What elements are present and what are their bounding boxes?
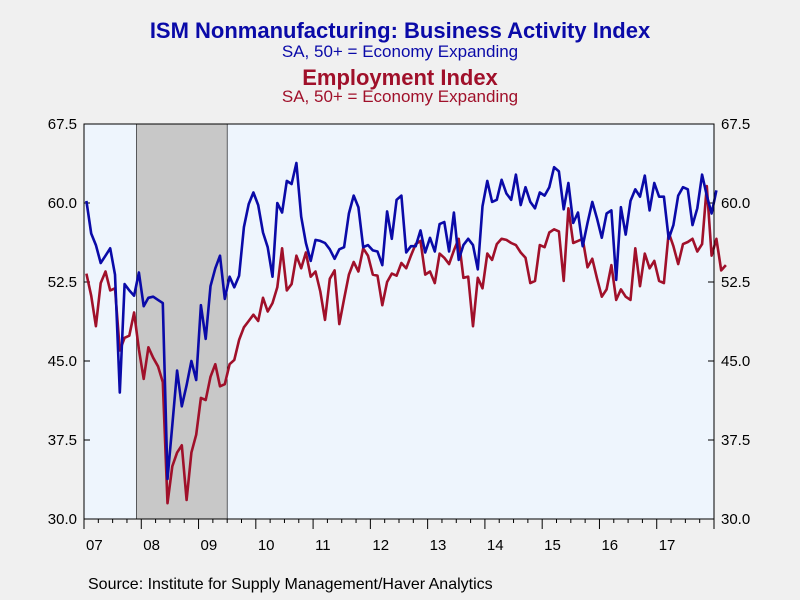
y-tick-label-right: 52.5 <box>721 274 750 291</box>
y-tick-label-left: 67.5 <box>48 116 77 133</box>
x-tick-label: 11 <box>315 537 331 554</box>
y-tick-label-left: 60.0 <box>48 195 77 212</box>
x-tick-label: 16 <box>601 537 618 554</box>
y-tick-label-right: 45.0 <box>721 353 750 370</box>
chart-title-secondary: Employment Index <box>302 65 498 90</box>
plot-border <box>83 123 715 520</box>
y-tick-label-left: 45.0 <box>48 353 77 370</box>
x-tick-label: 17 <box>659 537 676 554</box>
x-tick-label: 09 <box>201 537 218 554</box>
y-tick-label-left: 37.5 <box>48 432 77 449</box>
y-tick-label-right: 67.5 <box>721 116 750 133</box>
chart-subtitle: SA, 50+ = Economy Expanding <box>281 42 519 61</box>
activity-index-line <box>85 161 718 481</box>
y-axis: 30.0 30.0 37.5 37.5 45.0 45.0 52.5 52.5 60.0 60.0… <box>48 116 750 528</box>
employment-index-line <box>85 184 727 505</box>
series-lines <box>85 161 727 505</box>
y-tick-label-right: 60.0 <box>721 195 750 212</box>
chart-title: ISM Nonmanufacturing: Business Activity … <box>149 18 651 43</box>
x-tick-label: 15 <box>544 537 561 554</box>
y-tick-label-right: 37.5 <box>721 432 750 449</box>
x-tick-label: 12 <box>372 537 389 554</box>
y-tick-label-left: 30.0 <box>48 511 77 528</box>
x-tick-label: 14 <box>487 537 504 554</box>
x-tick-label: 08 <box>143 537 160 554</box>
y-tick-label-left: 52.5 <box>48 274 77 291</box>
x-tick-label: 07 <box>86 537 103 554</box>
source-note: Source: Institute for Supply Management/… <box>88 576 493 593</box>
x-tick-label: 10 <box>258 537 275 554</box>
y-tick-label-right: 30.0 <box>721 511 750 528</box>
x-tick-label: 13 <box>430 537 447 554</box>
chart-subtitle-secondary: SA, 50+ = Economy Expanding <box>281 87 519 106</box>
x-axis: 07 08 09 10 11 12 13 14 15 16 17 <box>83 519 715 554</box>
